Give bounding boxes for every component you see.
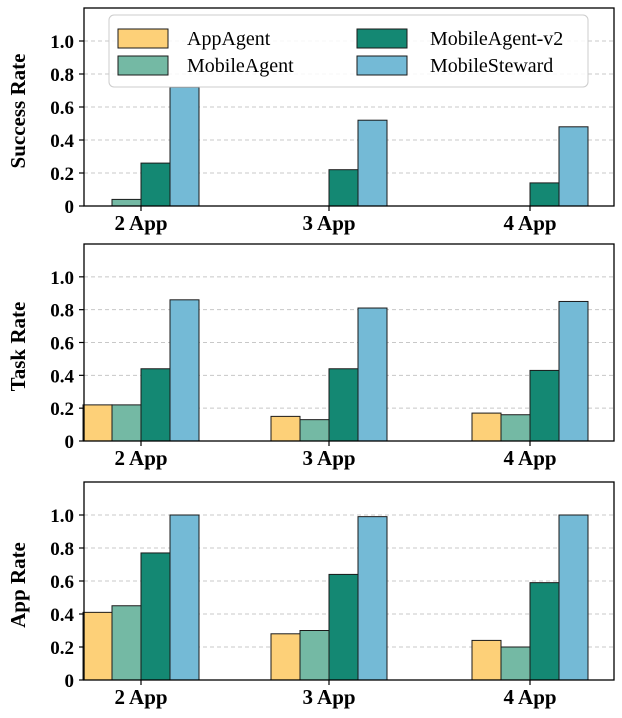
y-axis-label: Success Rate (6, 54, 30, 169)
x-tick-label: 4 App (503, 211, 556, 235)
bar-mobilesteward-4-app (558, 300, 589, 442)
legend: AppAgent MobileAgent MobileAgent-v2 MobileS… (108, 14, 589, 88)
y-tick-label: 0.6 (50, 98, 74, 119)
bar-mobileagent-v2-4-app (529, 369, 560, 442)
chart-panel-app-rate: 0 0.2 0.4 0.6 0.8 1.0 2 App 3 App 4 App App Rate (6, 481, 615, 709)
x-tick-label: 2 App (114, 446, 167, 470)
bar-mobilesteward-2-app (169, 514, 200, 681)
bar-mobileagent-v2-3-app (328, 169, 359, 207)
legend-swatch (117, 55, 169, 76)
y-tick-label: 0.4 (50, 605, 74, 626)
y-axis-label: Task Rate (6, 302, 30, 392)
bar-mobileagent-v2-2-app (140, 368, 171, 442)
bar-mobileagent-2-app (111, 198, 142, 207)
y-tick-label: 0.4 (50, 131, 74, 152)
y-tick-label: 1.0 (50, 506, 74, 527)
legend-item-mobileagent: MobileAgent (117, 55, 294, 77)
y-tick-label: 0.6 (50, 572, 74, 593)
bar-mobilesteward-4-app (558, 514, 589, 681)
bar-mobileagent-v2-4-app (529, 182, 560, 207)
bar-mobilesteward-2-app (169, 86, 200, 207)
bar-mobileagent-v2-3-app (328, 368, 359, 442)
legend-swatch (356, 28, 408, 49)
legend-item-appagent: AppAgent (117, 28, 271, 50)
bar-mobileagent-4-app (500, 414, 531, 442)
bar-mobilesteward-3-app (357, 516, 388, 681)
y-tick-label: 1.0 (50, 268, 74, 289)
chart-panel-task-rate: 0 0.2 0.4 0.6 0.8 1.0 2 App 3 App 4 App Task Rate (6, 243, 615, 470)
x-tick-label: 3 App (302, 446, 355, 470)
y-tick-label: 0 (65, 432, 75, 453)
x-tick-label: 3 App (302, 685, 355, 709)
x-tick-label: 2 App (114, 211, 167, 235)
bar-appagent-3-app (270, 633, 301, 681)
bar-appagent-3-app (270, 415, 301, 442)
y-tick-label: 0 (65, 671, 75, 692)
x-tick-label: 4 App (503, 685, 556, 709)
legend-label: AppAgent (187, 28, 271, 50)
legend-swatch (117, 28, 169, 49)
y-tick-label: 0.6 (50, 334, 74, 355)
y-tick-label: 1.0 (50, 32, 74, 53)
legend-box (108, 14, 589, 88)
legend-swatch (356, 55, 408, 76)
bar-appagent-2-app (82, 611, 113, 681)
y-tick-label: 0.4 (50, 366, 74, 387)
bar-mobilesteward-3-app (357, 119, 388, 207)
y-tick-label: 0.8 (50, 539, 74, 560)
bar-mobileagent-4-app (500, 646, 531, 681)
y-tick-label: 0.8 (50, 65, 74, 86)
bar-appagent-2-app (82, 404, 113, 442)
bar-mobileagent-v2-4-app (529, 582, 560, 681)
legend-label: MobileSteward (430, 55, 553, 77)
y-tick-label: 0 (65, 197, 75, 218)
bar-mobileagent-v2-2-app (140, 162, 171, 207)
bar-mobileagent-v2-3-app (328, 573, 359, 681)
bar-mobileagent-2-app (111, 605, 142, 681)
legend-item-mobileagent-v2: MobileAgent-v2 (356, 28, 563, 50)
y-tick-label: 0.8 (50, 301, 74, 322)
x-tick-label: 4 App (503, 446, 556, 470)
x-tick-label: 2 App (114, 685, 167, 709)
y-tick-label: 0.2 (50, 638, 74, 659)
legend-label: MobileAgent (187, 55, 294, 77)
chart-panel-success-rate: 0 0.2 0.4 0.6 0.8 1.0 2 App 3 App 4 App Success R… (6, 7, 615, 235)
bar-mobileagent-v2-2-app (140, 552, 171, 681)
y-tick-label: 0.2 (50, 399, 74, 420)
bar-mobileagent-3-app (299, 630, 330, 681)
bar-mobileagent-3-app (299, 419, 330, 442)
bar-appagent-4-app (471, 412, 502, 442)
y-axis-label: App Rate (6, 542, 30, 628)
y-tick-label: 0.2 (50, 164, 74, 185)
legend-item-mobilesteward: MobileSteward (356, 55, 553, 77)
bar-appagent-4-app (471, 639, 502, 681)
bar-mobilesteward-2-app (169, 299, 200, 442)
legend-label: MobileAgent-v2 (430, 28, 563, 50)
bar-mobileagent-2-app (111, 404, 142, 442)
bar-mobilesteward-3-app (357, 307, 388, 442)
x-tick-label: 3 App (302, 211, 355, 235)
bar-mobilesteward-4-app (558, 126, 589, 207)
